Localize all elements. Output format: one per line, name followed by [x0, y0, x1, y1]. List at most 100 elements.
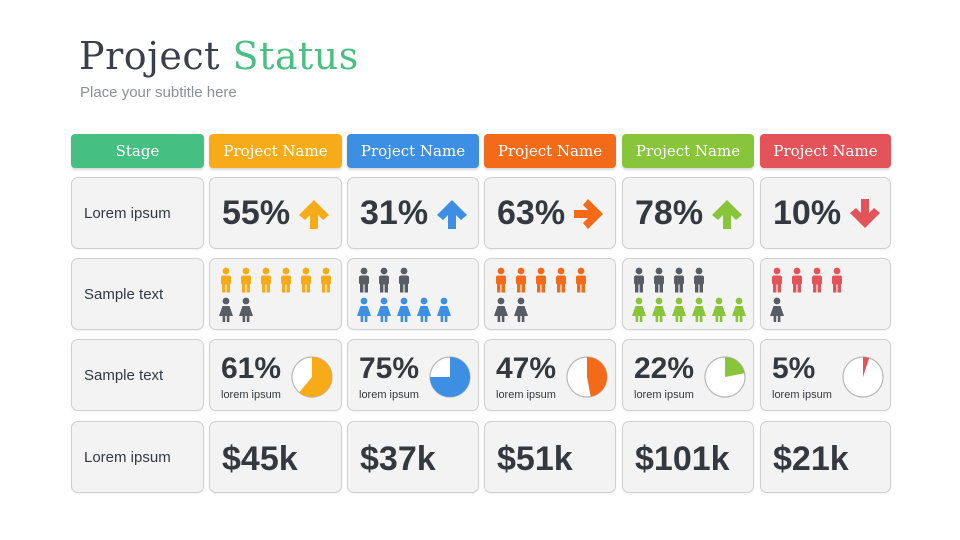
people-row: [629, 295, 755, 325]
percent-cell: 63%: [484, 177, 616, 249]
people-cell: [760, 258, 891, 330]
amount-value: $45k: [222, 440, 298, 478]
man-icon: [516, 267, 526, 293]
man-icon: [261, 267, 271, 293]
amount-cell: $37k: [347, 421, 479, 493]
woman-icon: [357, 297, 371, 322]
people-group: [216, 265, 342, 325]
people-group: [629, 265, 755, 325]
man-icon: [241, 267, 251, 293]
pie-chart: [291, 356, 333, 398]
man-icon: [221, 267, 231, 293]
pie-cell: 75% lorem ipsum: [347, 339, 479, 411]
row-label: Sample text: [71, 339, 204, 411]
percent-cell: 10%: [760, 177, 891, 249]
percent-cell: 55%: [209, 177, 342, 249]
man-icon: [536, 267, 546, 293]
people-row: [216, 295, 342, 325]
woman-icon: [494, 297, 508, 322]
project-header: Project Name: [209, 134, 342, 168]
pie-slice: [430, 357, 470, 397]
pie-caption: lorem ipsum: [221, 389, 281, 401]
amount-value: $37k: [360, 440, 436, 478]
woman-icon: [770, 297, 784, 322]
pie-cell: 5% lorem ipsum: [760, 339, 891, 411]
pie-caption: lorem ipsum: [634, 389, 694, 401]
project-header: Project Name: [347, 134, 479, 168]
people-row: [216, 265, 342, 295]
man-icon: [399, 267, 409, 293]
arrow-up-icon: [299, 200, 329, 229]
people-group: [767, 265, 893, 325]
page-title: Project Status: [79, 34, 359, 78]
arrow-up-icon: [712, 200, 742, 229]
pie-percent: 47%: [496, 352, 557, 385]
people-group: [491, 265, 617, 325]
amount-value: $101k: [635, 440, 730, 478]
project-header: Project Name: [484, 134, 616, 168]
pie-cell: 22% lorem ipsum: [622, 339, 754, 411]
man-icon: [634, 267, 644, 293]
man-icon: [832, 267, 842, 293]
row-label: Sample text: [71, 258, 204, 330]
man-icon: [674, 267, 684, 293]
pie-slice: [299, 357, 332, 397]
arrow-down-icon: [850, 199, 880, 228]
people-row: [767, 265, 893, 295]
pie-chart: [429, 356, 471, 398]
woman-icon: [417, 297, 431, 322]
man-icon: [556, 267, 566, 293]
pie-slice: [725, 357, 745, 377]
man-icon: [772, 267, 782, 293]
title-main: Project: [79, 34, 220, 78]
amount-cell: $45k: [209, 421, 342, 493]
woman-icon: [672, 297, 686, 322]
percent-cell: 78%: [622, 177, 754, 249]
man-icon: [281, 267, 291, 293]
people-group: [354, 265, 480, 325]
people-row: [354, 265, 480, 295]
arrow-right-icon: [574, 199, 603, 229]
man-icon: [812, 267, 822, 293]
pie-cell: 47% lorem ipsum: [484, 339, 616, 411]
row-label: Lorem ipsum: [71, 421, 204, 493]
woman-icon: [219, 297, 233, 322]
amount-value: $51k: [497, 440, 573, 478]
amount-value: $21k: [773, 440, 849, 478]
pie-percent: 22%: [634, 352, 695, 385]
woman-icon: [514, 297, 528, 322]
amount-cell: $101k: [622, 421, 754, 493]
pie-percent: 61%: [221, 352, 282, 385]
pie-chart: [704, 356, 746, 398]
project-header: Project Name: [622, 134, 754, 168]
woman-icon: [632, 297, 646, 322]
man-icon: [576, 267, 586, 293]
pie-chart: [842, 356, 884, 398]
people-row: [491, 265, 617, 295]
page-subtitle: Place your subtitle here: [80, 84, 237, 101]
woman-icon: [239, 297, 253, 322]
pie-slice: [587, 356, 608, 397]
man-icon: [694, 267, 704, 293]
woman-icon: [652, 297, 666, 322]
stage-header: Stage: [71, 134, 204, 168]
people-cell: [347, 258, 479, 330]
man-icon: [379, 267, 389, 293]
man-icon: [321, 267, 331, 293]
man-icon: [496, 267, 506, 293]
pie-slice: [863, 357, 870, 377]
pie-cell: 61% lorem ipsum: [209, 339, 342, 411]
amount-cell: $51k: [484, 421, 616, 493]
pie-caption: lorem ipsum: [496, 389, 556, 401]
man-icon: [359, 267, 369, 293]
woman-icon: [692, 297, 706, 322]
woman-icon: [377, 297, 391, 322]
people-cell: [484, 258, 616, 330]
amount-cell: $21k: [760, 421, 891, 493]
woman-icon: [732, 297, 746, 322]
people-row: [491, 295, 617, 325]
man-icon: [792, 267, 802, 293]
pie-caption: lorem ipsum: [359, 389, 419, 401]
man-icon: [301, 267, 311, 293]
percent-value: 55%: [222, 194, 291, 232]
